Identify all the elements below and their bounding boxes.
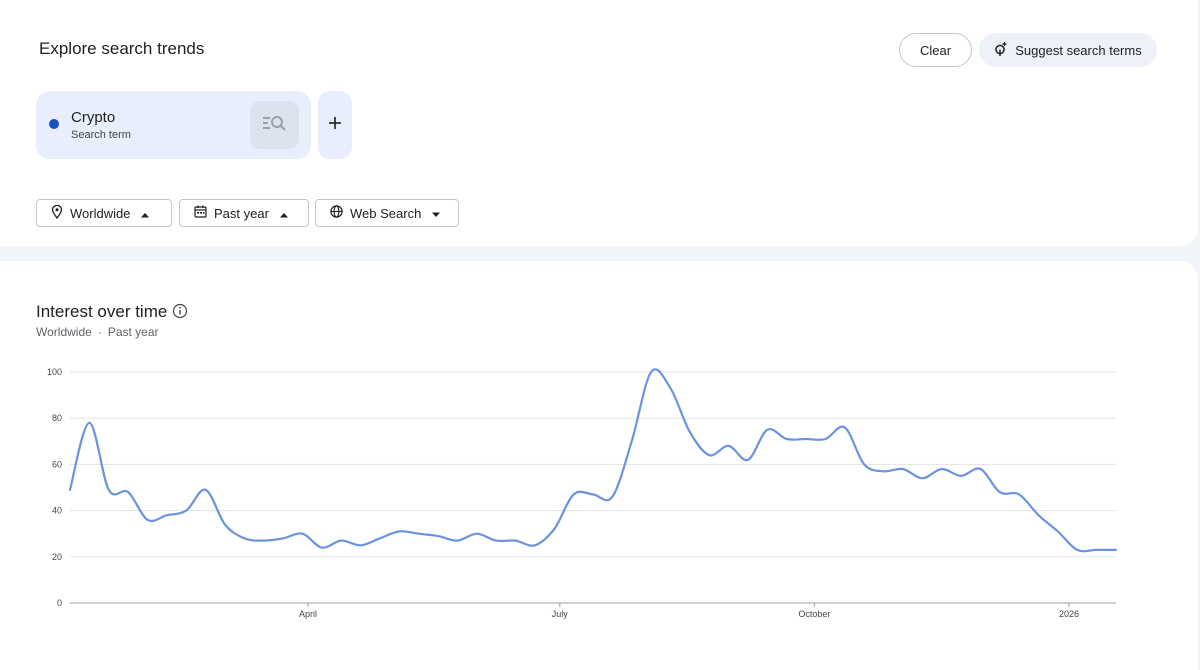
interest-line-chart: 0 20 40 60 80 100 April July October 2026 <box>47 367 1118 619</box>
y-tick-label: 20 <box>52 552 62 562</box>
location-filter-label: Worldwide <box>70 205 131 221</box>
x-tick-label: July <box>552 609 569 619</box>
location-pin-icon <box>51 204 63 222</box>
sparkle-pin-icon <box>994 41 1008 60</box>
y-tick-label: 60 <box>52 459 62 469</box>
location-filter[interactable]: Worldwide <box>36 199 172 227</box>
term-type: Search term <box>71 129 131 141</box>
time-filter[interactable]: Past year <box>179 199 309 227</box>
y-tick-label: 40 <box>52 506 62 516</box>
y-tick-label: 80 <box>52 413 62 423</box>
chart-subtitle-time: Past year <box>107 325 159 339</box>
search-type-filter-label: Web Search <box>350 205 422 221</box>
plus-icon <box>328 116 342 135</box>
chart-subtitle-separator: · <box>97 325 102 339</box>
term-color-dot <box>49 119 59 129</box>
time-filter-label: Past year <box>214 205 269 221</box>
suggest-label: Suggest search terms <box>1015 42 1142 58</box>
term-name: Crypto <box>71 109 116 126</box>
caret-down-icon <box>431 206 441 221</box>
y-tick-label: 100 <box>47 367 62 377</box>
add-term-button[interactable] <box>318 91 352 159</box>
chart-title: Interest over time <box>36 302 168 321</box>
search-type-filter[interactable]: Web Search <box>315 199 459 227</box>
list-search-icon <box>262 114 288 137</box>
suggest-search-terms-button[interactable]: Suggest search terms <box>979 33 1157 67</box>
interest-over-time-card <box>0 261 1198 670</box>
crypto-series-line <box>68 368 1118 553</box>
caret-up-icon <box>140 206 150 221</box>
caret-up-icon <box>279 206 289 221</box>
term-search-button[interactable] <box>250 101 299 149</box>
x-tick-label: October <box>798 609 830 619</box>
y-tick-label: 0 <box>57 598 62 608</box>
chart-subtitle: Worldwide · Past year <box>36 325 159 339</box>
globe-icon <box>330 205 343 221</box>
clear-button[interactable]: Clear <box>899 33 972 67</box>
info-icon[interactable] <box>172 303 188 324</box>
x-tick-label: April <box>299 609 317 619</box>
search-term-chip[interactable]: Crypto Search term <box>36 91 311 159</box>
chart-subtitle-location: Worldwide <box>36 325 92 339</box>
calendar-icon <box>194 205 207 221</box>
x-tick-label: 2026 <box>1059 609 1079 619</box>
page-title: Explore search trends <box>39 39 205 58</box>
